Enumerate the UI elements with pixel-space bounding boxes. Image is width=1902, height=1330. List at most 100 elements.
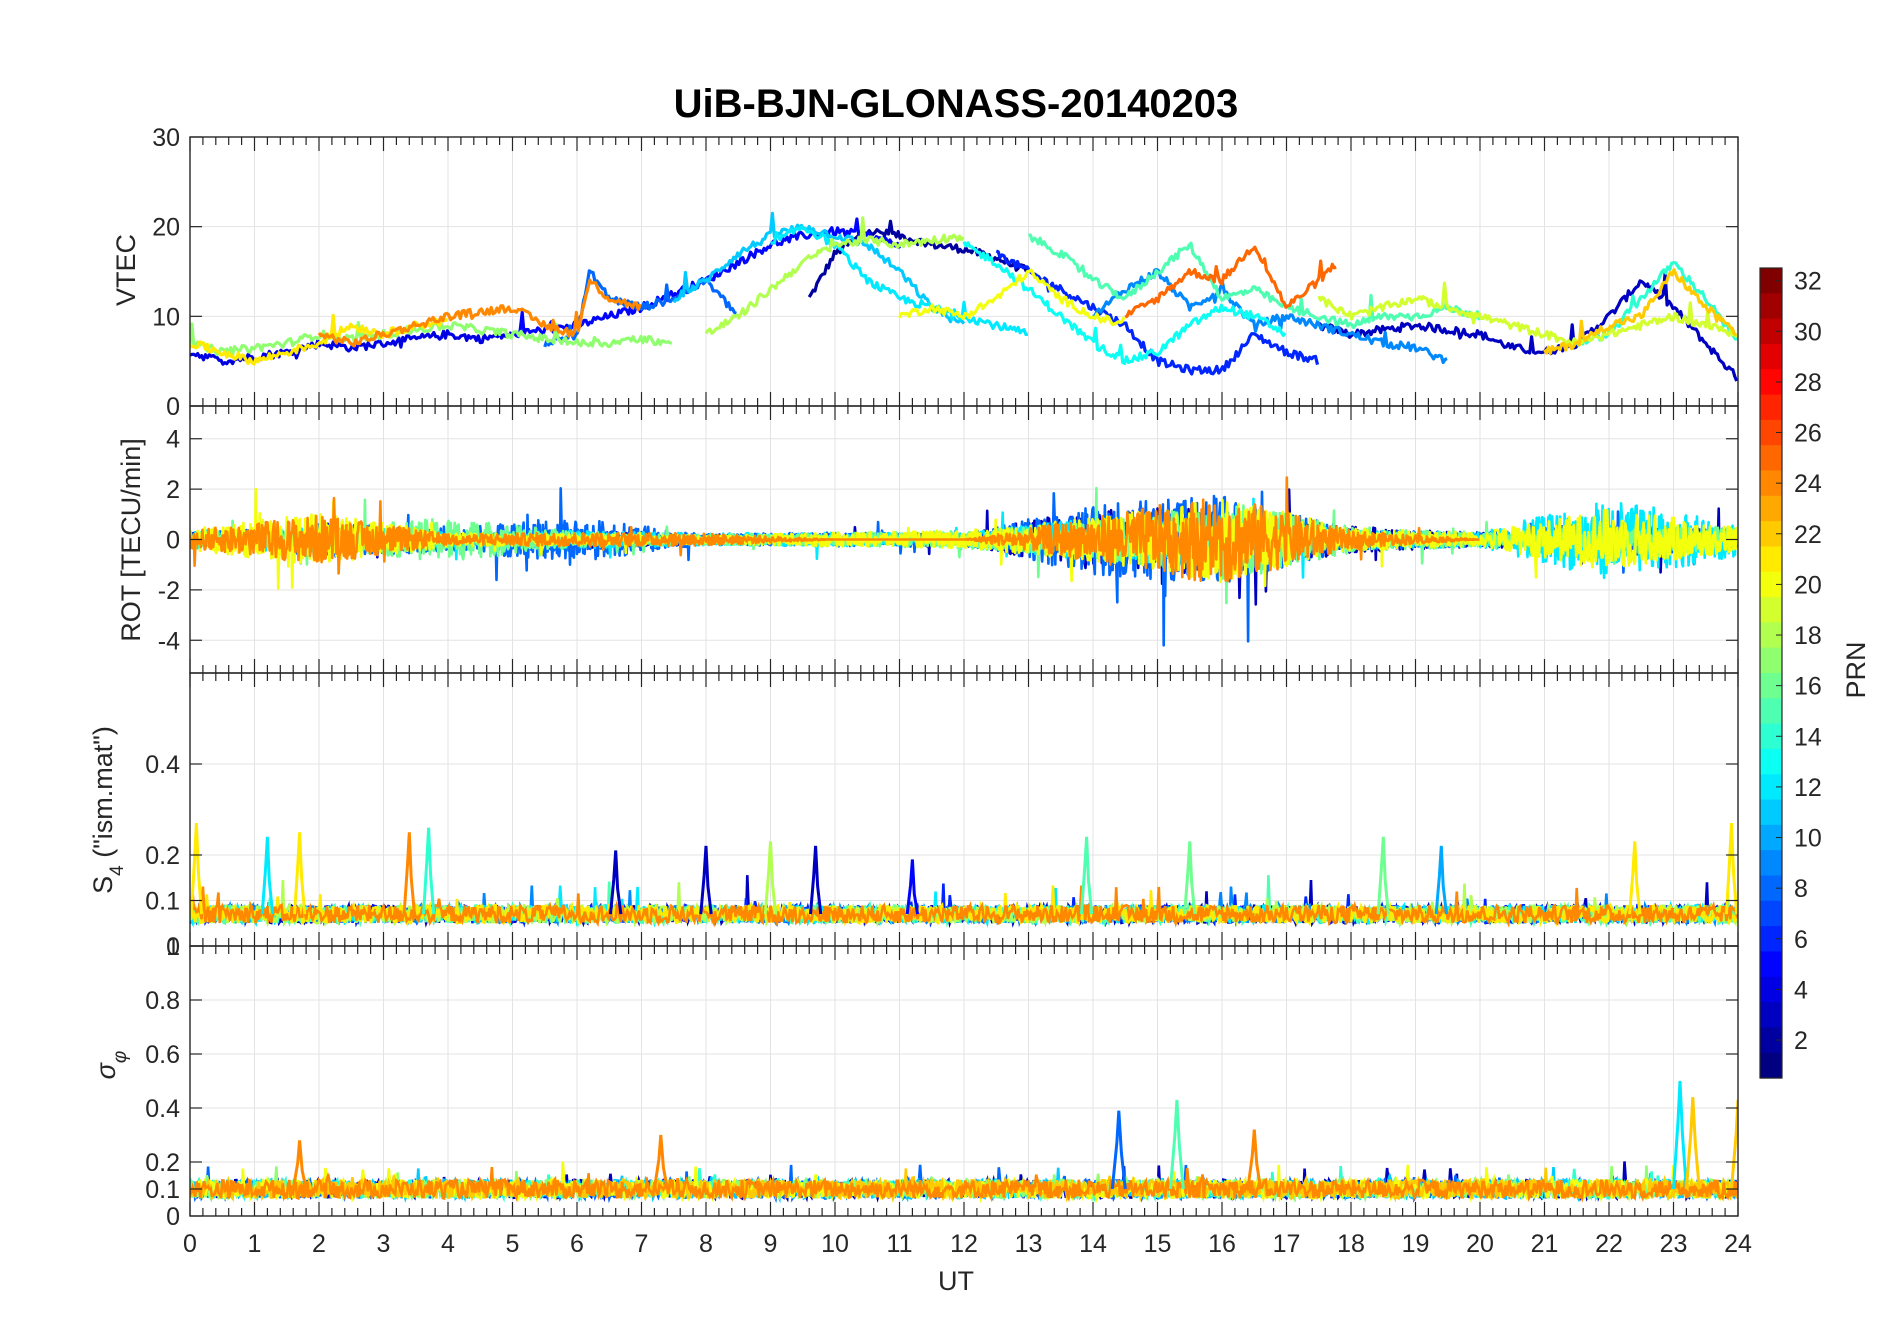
s4-series-prn-21 bbox=[190, 885, 1738, 928]
colorbar-segment bbox=[1760, 799, 1782, 826]
vtec-series-prn-8 bbox=[543, 269, 737, 348]
xtick-label: 5 bbox=[506, 1230, 520, 1258]
s4-peak bbox=[905, 859, 920, 915]
colorbar-tick-label: 6 bbox=[1794, 926, 1808, 954]
xtick-label: 8 bbox=[699, 1230, 713, 1258]
xtick-label: 12 bbox=[950, 1230, 978, 1258]
s4-ylabel: S4 ("ism.mat") bbox=[88, 726, 128, 894]
colorbar-tick-label: 24 bbox=[1794, 470, 1822, 498]
sigma-peak bbox=[1246, 1129, 1263, 1190]
xtick-label: 16 bbox=[1208, 1230, 1236, 1258]
s4-peak bbox=[609, 850, 623, 915]
colorbar-segment bbox=[1760, 748, 1782, 775]
colorbar-segment bbox=[1760, 824, 1782, 851]
colorbar-tick-label: 14 bbox=[1794, 723, 1822, 751]
vtec-series-prn-19 bbox=[1317, 281, 1738, 346]
sigma-peak bbox=[1672, 1080, 1688, 1190]
xtick-label: 20 bbox=[1466, 1230, 1494, 1258]
rot-ylabel: ROT [TECU/min] bbox=[116, 438, 146, 642]
colorbar-segment bbox=[1760, 875, 1782, 902]
sigma-peak bbox=[1168, 1099, 1185, 1190]
s4-peak bbox=[1434, 845, 1448, 915]
sigma-peak bbox=[1730, 1099, 1738, 1190]
rot-series-prn-24 bbox=[190, 476, 1480, 583]
vtec-ytick-label: 30 bbox=[152, 124, 180, 152]
s4-ytick-label: 0.1 bbox=[145, 888, 180, 916]
xtick-label: 7 bbox=[635, 1230, 649, 1258]
colorbar-tick-label: 4 bbox=[1794, 976, 1808, 1004]
colorbar-segment bbox=[1760, 951, 1782, 978]
vtec-series-prn-15 bbox=[1028, 233, 1481, 330]
sigma-ylabel-main: σ bbox=[91, 1061, 121, 1079]
vtec-series-prn-3 bbox=[1317, 271, 1738, 382]
colorbar-segment bbox=[1760, 723, 1782, 750]
sigma-peak bbox=[1110, 1110, 1127, 1190]
xtick-label: 23 bbox=[1660, 1230, 1688, 1258]
vtec-ytick-label: 20 bbox=[152, 214, 180, 242]
sigma-ytick-label: 0.4 bbox=[145, 1095, 180, 1123]
colorbar-segment bbox=[1760, 622, 1782, 649]
xtick-label: 21 bbox=[1531, 1230, 1559, 1258]
vtec-ytick-label: 10 bbox=[152, 303, 180, 331]
colorbar-tick-label: 28 bbox=[1794, 369, 1822, 397]
colorbar-segment bbox=[1760, 546, 1782, 573]
colorbar-tick-label: 10 bbox=[1794, 825, 1822, 853]
vtec-ylabel: VTEC bbox=[111, 234, 141, 306]
colorbar-segment bbox=[1760, 698, 1782, 725]
vtec-plot-area bbox=[190, 211, 1738, 382]
vtec-series-prn-20 bbox=[898, 268, 1126, 326]
xtick-label: 9 bbox=[764, 1230, 778, 1258]
colorbar-segment bbox=[1760, 1027, 1782, 1054]
s4-ylabel-sub: 4 bbox=[107, 865, 128, 876]
colorbar-segment bbox=[1760, 394, 1782, 421]
s4-peak bbox=[422, 827, 436, 915]
s4-panel: 0 0.1 0.2 0.4 bbox=[145, 672, 1739, 961]
s4-ytick-label: 0.4 bbox=[145, 751, 180, 779]
rot-ytick-label: 2 bbox=[166, 476, 180, 504]
s4-peak bbox=[699, 845, 713, 915]
sigma-ylabel: σφ bbox=[91, 1051, 131, 1080]
xtick-label: 11 bbox=[887, 1230, 913, 1258]
sigma-ytick-label: 0.6 bbox=[145, 1041, 180, 1069]
colorbar-tick-label: 22 bbox=[1794, 521, 1822, 549]
colorbar-segment bbox=[1760, 850, 1782, 877]
rot-plot-area bbox=[190, 476, 1738, 647]
sigma-ytick-label: 0.1 bbox=[145, 1176, 180, 1204]
vtec-series-prn-24 bbox=[317, 278, 642, 348]
colorbar-segment bbox=[1760, 318, 1782, 345]
rot-ytick-label: 0 bbox=[166, 527, 180, 555]
xtick-label: 0 bbox=[183, 1230, 197, 1258]
s4-series-prn-24 bbox=[190, 885, 1738, 928]
colorbar-segment bbox=[1760, 1002, 1782, 1028]
vtec-panel: 0 10 20 30 bbox=[152, 124, 1739, 421]
rot-ytick-label: 4 bbox=[166, 426, 180, 454]
colorbar-segment bbox=[1760, 268, 1782, 294]
vtec-ytick-label: 0 bbox=[166, 393, 180, 421]
sigma-series-prn-24 bbox=[190, 1167, 1738, 1203]
s4-peak bbox=[293, 832, 307, 915]
s4-peak bbox=[1183, 841, 1197, 915]
colorbar-segment bbox=[1760, 673, 1782, 699]
vtec-series-prn-25 bbox=[1124, 245, 1337, 319]
vtec-series-prn-12 bbox=[770, 225, 1029, 337]
vtec-series-prn-4 bbox=[190, 329, 513, 366]
colorbar-segment bbox=[1760, 597, 1782, 623]
colorbar-segment bbox=[1760, 495, 1782, 522]
colorbar-segment bbox=[1760, 774, 1782, 801]
s4-peak bbox=[402, 832, 416, 915]
xtick-label: 15 bbox=[1144, 1230, 1172, 1258]
colorbar-segment bbox=[1760, 1052, 1782, 1079]
colorbar-segment bbox=[1760, 900, 1782, 927]
sigma-ylabel-sub: φ bbox=[110, 1051, 131, 1063]
colorbar-tick-label: 26 bbox=[1794, 420, 1822, 448]
xtick-label: 4 bbox=[441, 1230, 455, 1258]
s4-peak bbox=[1724, 823, 1738, 915]
colorbar-segment bbox=[1760, 419, 1782, 446]
colorbar-segment bbox=[1760, 293, 1782, 320]
xtick-label: 18 bbox=[1337, 1230, 1365, 1258]
rot-ytick-label: -2 bbox=[158, 577, 180, 605]
colorbar-tick-label: 20 bbox=[1794, 571, 1822, 599]
sigma-ytick-label: 1 bbox=[166, 933, 180, 961]
colorbar-tick-label: 30 bbox=[1794, 318, 1822, 346]
